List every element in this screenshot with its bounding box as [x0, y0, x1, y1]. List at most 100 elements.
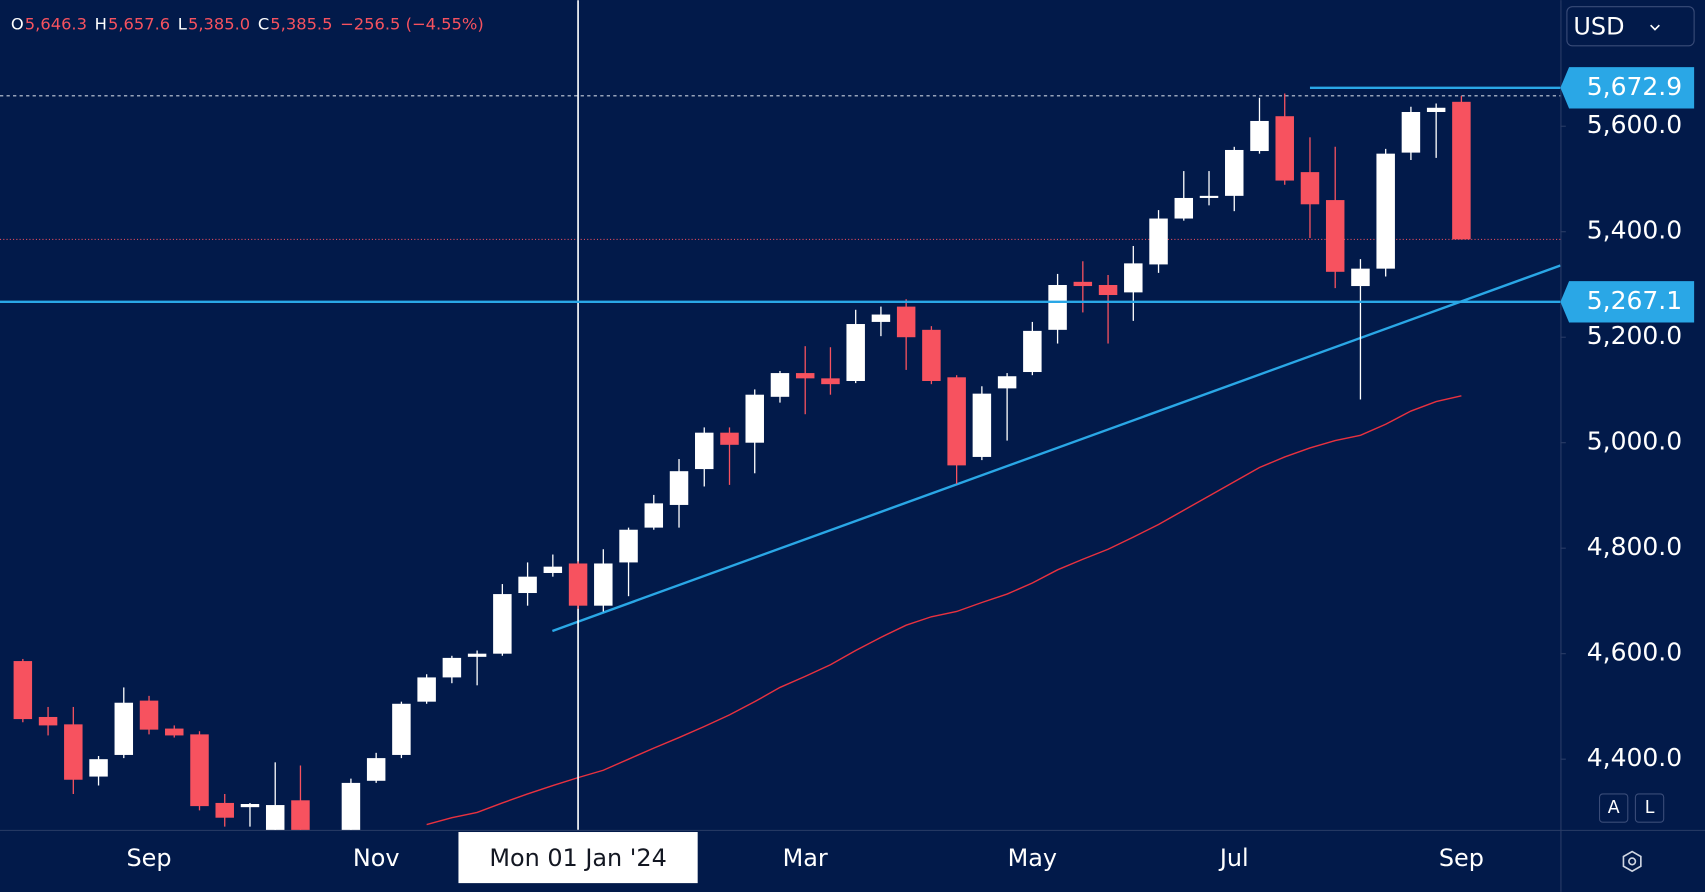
crosshair-label: Mon 01 Jan '24 — [489, 844, 666, 872]
settings-icon[interactable] — [1622, 850, 1642, 873]
level-tag — [1560, 281, 1695, 323]
ohlc-key: L — [178, 15, 187, 34]
candle-body — [568, 563, 588, 606]
level-label: 5,672.9 — [1587, 72, 1682, 101]
y-tick-label: 4,800.0 — [1587, 532, 1682, 561]
dropdown-arrow[interactable] — [1650, 24, 1660, 31]
candle-body — [1376, 153, 1395, 269]
x-tick-label: Mar — [783, 844, 828, 872]
y-tick-label: 5,600.0 — [1587, 110, 1682, 139]
candle-body — [493, 594, 512, 654]
candle-body — [190, 734, 209, 807]
candle-body — [1401, 111, 1421, 153]
candle-body — [770, 373, 790, 397]
candle-body — [265, 805, 285, 830]
candle-body — [720, 432, 739, 445]
candle-body — [1426, 107, 1446, 112]
candle-body — [795, 373, 815, 379]
candle-body — [1124, 263, 1143, 293]
candle-body — [1098, 284, 1118, 296]
y-tick-label: 5,000.0 — [1587, 427, 1682, 456]
ohlc-value: 5,646.3 — [25, 15, 87, 34]
candle-body — [644, 503, 664, 528]
candle-body — [467, 653, 487, 657]
scale-button-label[interactable]: A — [1608, 798, 1620, 818]
y-tick-label: 4,400.0 — [1587, 743, 1682, 772]
candle-body — [745, 394, 764, 443]
y-tick-label: 4,600.0 — [1587, 638, 1682, 667]
scale-button[interactable] — [1598, 793, 1629, 823]
candle-body — [695, 432, 714, 470]
candle-body — [392, 703, 411, 755]
candle-body — [972, 393, 992, 457]
ohlc-value: 5,385.5 — [270, 15, 332, 34]
candle-body — [114, 702, 134, 755]
candle-body — [165, 728, 184, 736]
x-tick-label: May — [1008, 844, 1057, 872]
candle-body — [1225, 149, 1244, 196]
ohlc-value: 5,385.0 — [188, 15, 250, 34]
candle-body — [896, 306, 916, 338]
candle-body — [1300, 172, 1320, 205]
x-tick-label: Jul — [1218, 844, 1249, 872]
candle-body — [846, 324, 865, 381]
candle-body — [518, 576, 537, 594]
candle-body — [1351, 268, 1370, 287]
x-tick-label: Sep — [1439, 844, 1484, 872]
candle-body — [1199, 195, 1219, 198]
candle-body — [947, 377, 966, 466]
candle-body — [64, 724, 83, 780]
candle-body — [594, 563, 613, 606]
currency-label[interactable]: USD — [1573, 12, 1624, 40]
y-tick-label: 5,200.0 — [1587, 321, 1682, 350]
plot-area — [0, 0, 1561, 830]
candle-body — [139, 700, 159, 730]
candle-body — [543, 566, 563, 573]
crosshair-label-box — [458, 832, 698, 884]
candle-body — [38, 716, 58, 726]
ohlc-change: −256.5 (−4.55%) — [340, 15, 484, 34]
ohlc-key: O — [11, 15, 24, 34]
candle-body — [871, 314, 891, 322]
candle-body — [1048, 284, 1067, 330]
candle-body — [1275, 116, 1294, 181]
candle-body — [1023, 330, 1042, 373]
candle-body — [13, 661, 33, 720]
trendline — [551, 264, 1561, 633]
candle-body — [366, 758, 386, 781]
level-label: 5,267.1 — [1587, 286, 1682, 315]
ohlc-value: 5,657.6 — [108, 15, 170, 34]
currency-selector[interactable]: USD — [1566, 6, 1695, 47]
settings-dot[interactable] — [1628, 857, 1637, 866]
candle-body — [821, 378, 840, 385]
x-tick-label: Sep — [126, 844, 171, 872]
candle-body — [417, 677, 436, 702]
candle-body — [1452, 101, 1471, 240]
candle-body — [1250, 120, 1269, 152]
scale-button-label[interactable]: L — [1645, 798, 1655, 818]
level-tag — [1560, 67, 1695, 109]
ohlc-key: H — [95, 15, 107, 34]
settings-hex[interactable] — [1622, 850, 1642, 873]
x-tick-label: Nov — [353, 844, 400, 872]
candle-body — [1325, 200, 1345, 272]
candle-body — [89, 759, 108, 777]
y-tick-label: 5,400.0 — [1587, 216, 1682, 245]
candle-body — [291, 800, 310, 830]
overlay: O 5,646.3 H 5,657.6 L 5,385.0 C 5,385.5 −256.5 (… — [11, 15, 1695, 884]
ohlc-key: C — [258, 15, 269, 34]
candle-body — [215, 802, 234, 818]
candle-body — [922, 329, 941, 381]
candle-body — [669, 471, 689, 505]
currency-button[interactable] — [1566, 6, 1695, 47]
candle-body — [1073, 281, 1093, 287]
candle-body — [341, 782, 361, 830]
candle-body — [442, 657, 462, 678]
candle-body — [1149, 218, 1168, 265]
candle-body — [619, 529, 638, 563]
candle-body — [240, 803, 260, 808]
scale-button[interactable] — [1634, 793, 1665, 823]
